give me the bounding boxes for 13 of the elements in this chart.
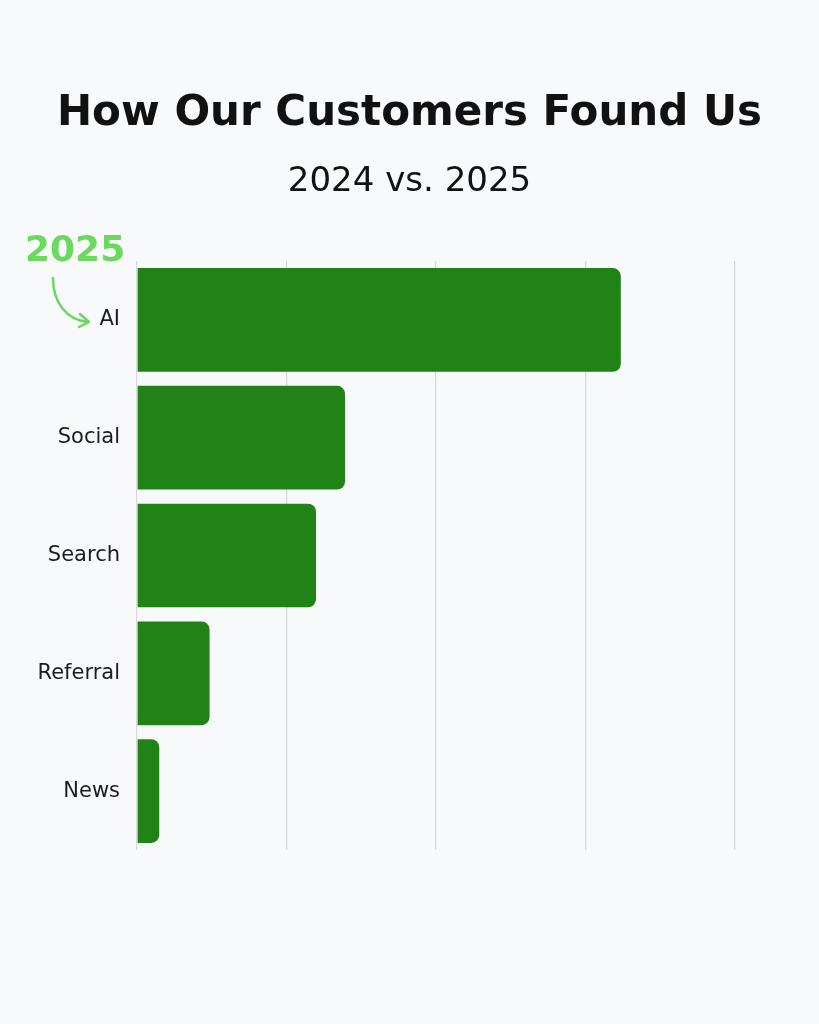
chart-subtitle: 2024 vs. 2025 — [286, 159, 533, 199]
bar — [137, 621, 210, 726]
bar — [137, 268, 621, 372]
y-tick-label: AI — [99, 306, 120, 331]
text: 2025 — [25, 228, 126, 269]
bar — [137, 385, 346, 490]
bar — [137, 503, 317, 608]
y-tick-label: Referral — [37, 659, 120, 684]
y-tick-label: Social — [57, 424, 120, 449]
y-tick-label: News — [63, 777, 120, 802]
y-tick-label: Search — [47, 541, 120, 566]
chart-title: How Our Customers Found Us — [55, 86, 763, 135]
bar — [137, 739, 160, 843]
